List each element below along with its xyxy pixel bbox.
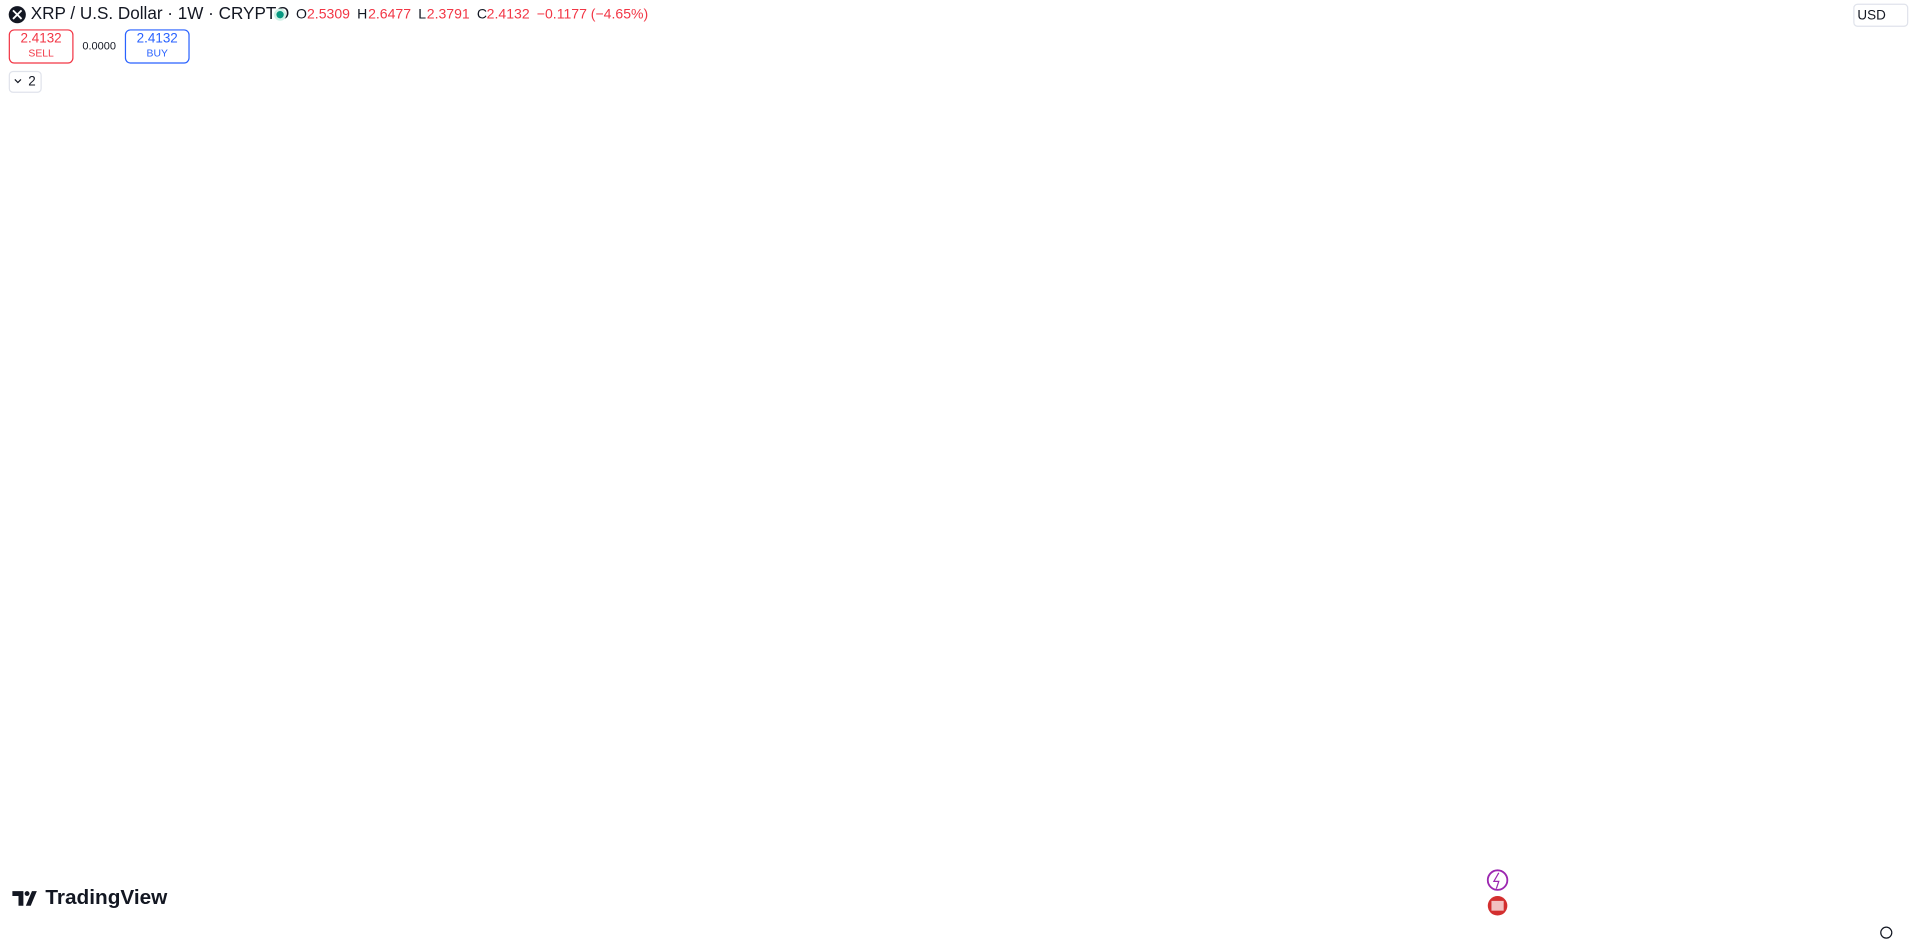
symbol-icon-mark [12,9,23,20]
currency-button[interactable] [1853,3,1909,27]
status-dot [276,11,284,19]
logo-dot [24,891,30,896]
indicator-toggle[interactable] [8,70,42,93]
symbol-title[interactable]: XRP / U.S. Dollar · 1W · CRYPTO [31,4,290,23]
indicator-count: 2 [28,73,35,88]
spread: 0.0000 [82,40,116,52]
event-icon-bolt [1492,872,1500,889]
ohlc-c-label: C [477,5,487,21]
settings-icon[interactable] [1880,926,1893,939]
ohlc-l-label: L [418,5,426,21]
event-flag-inner [1491,900,1504,911]
buy-label: BUY [147,49,168,60]
ohlc-o: 2.5309 [307,5,350,21]
buy-price: 2.4132 [137,31,178,46]
event-icon[interactable] [1486,869,1509,891]
currency: USD [1857,7,1886,22]
ohlc-change: −0.1177 (−4.65%) [537,5,648,21]
logo-text: TradingView [45,886,168,909]
header: XRP / U.S. Dollar · 1W · CRYPTO O 2.5309… [8,4,648,24]
ohlc-c: 2.4132 [487,5,530,21]
ohlc-l: 2.3791 [427,5,470,21]
sell-label: SELL [28,49,54,60]
buy-button[interactable] [124,29,190,64]
logo: TradingView [12,886,168,909]
sell-price: 2.4132 [21,31,62,46]
ohlc-h: 2.6477 [368,5,411,21]
ohlc-h-label: H [357,5,367,21]
trade-panel: 2.4132 SELL 0.0000 2.4132 BUY 2 [8,29,190,93]
ohlc-o-label: O [296,5,307,21]
logo-mark [12,891,37,906]
sell-button[interactable] [8,29,74,64]
chevron [14,79,22,84]
